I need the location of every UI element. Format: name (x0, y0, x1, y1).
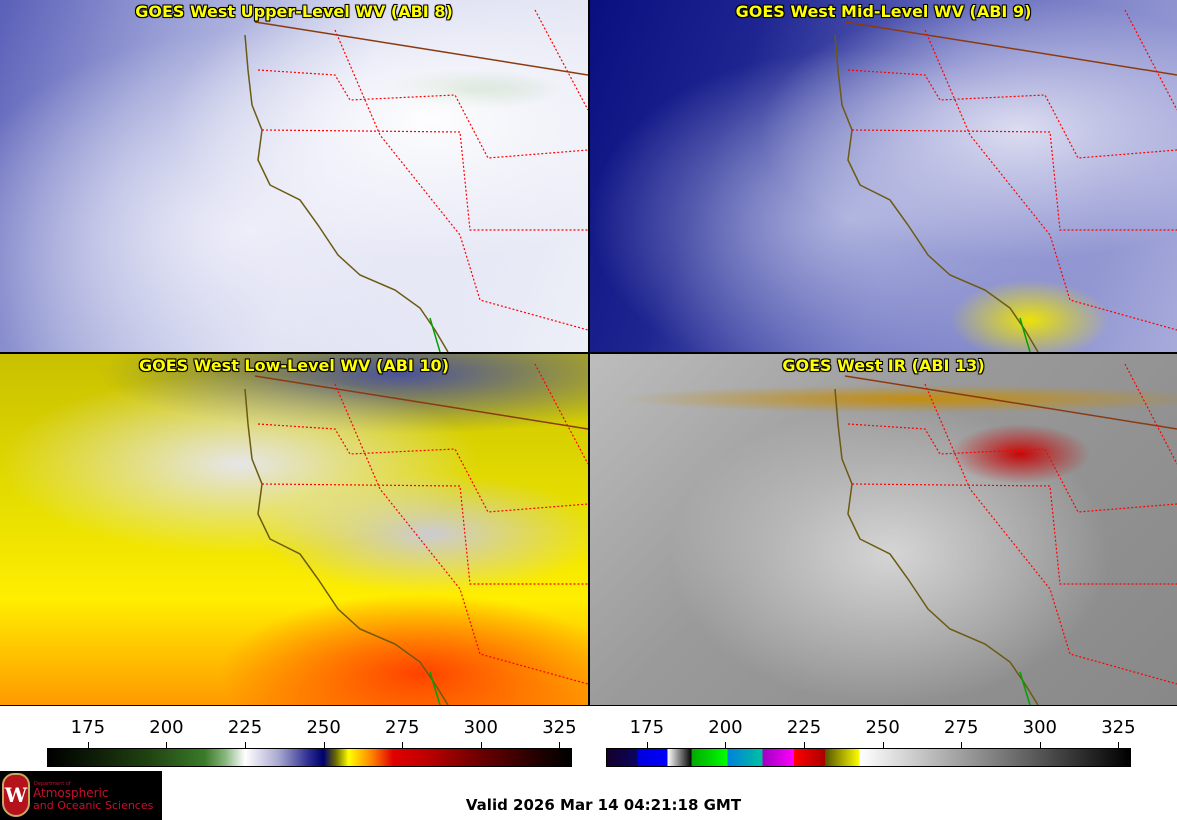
valid-time: Valid 2026 Mar 14 04:21:18 GMT (465, 796, 742, 814)
panel-title: GOES West Mid-Level WV (ABI 9) (735, 2, 1032, 21)
logo-line2: Atmospheric (33, 786, 109, 800)
colorbar-tick (480, 742, 482, 748)
colorbar-tick-label: 175 (629, 717, 665, 738)
colorbar-tick-label: 300 (1022, 717, 1057, 738)
wv-colorbar (47, 748, 572, 767)
colorbar-tick-label: 275 (385, 717, 420, 738)
state-border (924, 29, 1177, 331)
colorbar-tick (402, 742, 404, 748)
state-border (534, 363, 588, 465)
colorbar-tick-label: 325 (542, 717, 577, 738)
coastline (834, 388, 1039, 705)
state-border (534, 9, 588, 111)
map-overlay (834, 9, 1177, 352)
state-border (257, 69, 588, 159)
mexico-coast (1019, 317, 1031, 352)
colorbar-tick (882, 742, 884, 748)
infrared-panel: GOES West IR (ABI 13) (590, 354, 1177, 705)
uw-crest-icon: W (2, 773, 30, 817)
national-border (254, 21, 588, 76)
colorbar-tick (559, 742, 561, 748)
coastline (834, 34, 1039, 352)
colorbar-tick-label: 200 (149, 717, 184, 738)
mexico-coast (429, 671, 441, 705)
colorbar-tick (804, 742, 806, 748)
panel-divider-horizontal (0, 352, 1177, 354)
mexico-coast (429, 317, 441, 352)
panel-title: GOES West Low-Level WV (ABI 10) (138, 356, 449, 375)
state-border (257, 423, 588, 513)
logo-line3: and Oceanic Sciences (33, 799, 154, 812)
colorbar-tick-label: 300 (463, 717, 498, 738)
colorbar-tick-label: 250 (865, 717, 900, 738)
colorbar-tick (1039, 742, 1041, 748)
colorbar-tick (166, 742, 168, 748)
national-border (844, 375, 1177, 430)
colorbar-tick-label: 175 (70, 717, 106, 738)
colorbar-tick-label: 225 (227, 717, 263, 738)
logo-line1: Department of (34, 781, 71, 787)
aos-logo: W Department of Atmospheric and Oceanic … (0, 771, 162, 820)
colorbar-tick (646, 742, 648, 748)
state-border (924, 383, 1177, 685)
coastline (244, 388, 449, 705)
coastline (244, 34, 449, 352)
colorbar-tick-label: 225 (786, 717, 822, 738)
colorbar-tick (323, 742, 325, 748)
state-border (1124, 9, 1177, 111)
colorbar-tick (1118, 742, 1120, 748)
map-overlay (834, 363, 1177, 705)
state-border (334, 29, 588, 331)
map-overlay (244, 9, 588, 352)
national-border (254, 375, 588, 430)
colorbar-tick (725, 742, 727, 748)
colorbar-tick-label: 200 (708, 717, 743, 738)
state-border (847, 69, 1177, 159)
colorbar-tick-label: 325 (1101, 717, 1136, 738)
panel-title: GOES West IR (ABI 13) (782, 356, 985, 375)
state-border (847, 423, 1177, 513)
ir-colorbar (606, 748, 1131, 767)
panel-title: GOES West Upper-Level WV (ABI 8) (135, 2, 453, 21)
state-border (334, 383, 588, 685)
colorbar-tick-label: 275 (944, 717, 979, 738)
colorbar-tick (87, 742, 89, 748)
colorbar-tick (245, 742, 247, 748)
state-border (1124, 363, 1177, 465)
colorbar-tick (961, 742, 963, 748)
upper-level-wv-panel: GOES West Upper-Level WV (ABI 8) (0, 0, 588, 352)
mid-level-wv-panel: GOES West Mid-Level WV (ABI 9) (590, 0, 1177, 352)
colorbar-tick-label: 250 (306, 717, 341, 738)
national-border (844, 21, 1177, 76)
mexico-coast (1019, 671, 1031, 705)
map-overlay (244, 363, 588, 705)
low-level-wv-panel: GOES West Low-Level WV (ABI 10) (0, 354, 588, 705)
panel-divider-bottom (0, 705, 1177, 706)
